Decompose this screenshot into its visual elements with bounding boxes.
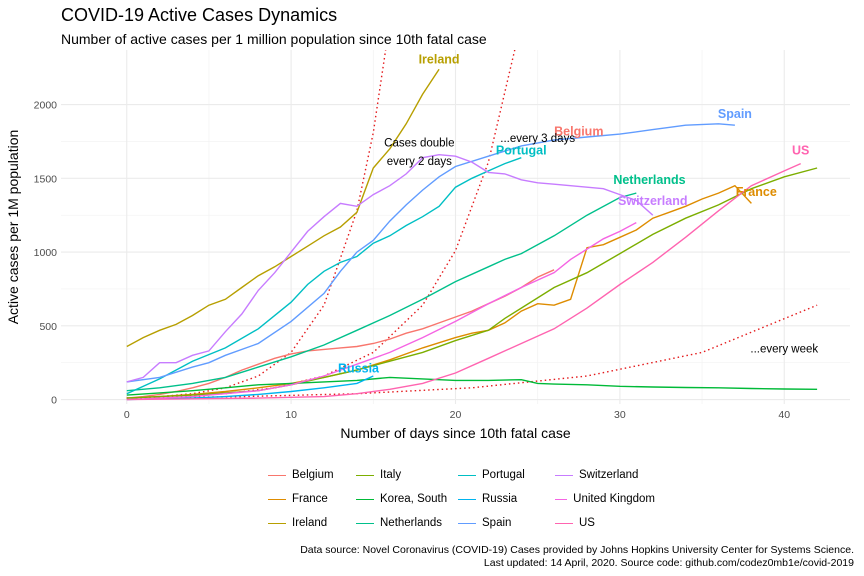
legend-label: France [292, 493, 328, 505]
series-label-russia: Russia [338, 361, 380, 375]
x-tick-label: 20 [450, 409, 462, 421]
annotation-text: every 2 days [387, 156, 452, 168]
x-tick-label: 10 [285, 409, 297, 421]
legend-key [268, 522, 286, 524]
x-tick-label: 40 [778, 409, 790, 421]
legend-item: Belgium [268, 465, 356, 485]
annotation-text: ...every week [750, 343, 818, 355]
legend-key [555, 498, 568, 500]
caption-line-1: Data source: Novel Coronavirus (COVID-19… [300, 544, 854, 556]
legend-label: Spain [482, 517, 512, 529]
legend-item: France [268, 489, 356, 509]
series-line-ireland [126, 68, 440, 348]
y-tick-label: 1500 [34, 173, 58, 185]
reference-line-every-3-days [126, 50, 516, 399]
y-tick-label: 2000 [34, 100, 58, 112]
series-label-belgium: Belgium [554, 125, 603, 139]
reference-lines [126, 50, 818, 399]
series-label-portugal: Portugal [496, 144, 547, 158]
series-label-netherlands: Netherlands [613, 173, 685, 187]
series-label-us: US [792, 144, 809, 158]
legend-item: Portugal [458, 465, 555, 485]
legend-label: United Kingdom [573, 493, 655, 505]
legend-label: Italy [380, 469, 402, 481]
legend-item: Spain [458, 513, 555, 533]
legend-label: Portugal [482, 469, 525, 481]
x-tick-label: 30 [614, 409, 626, 421]
series-line-korea-south [126, 376, 818, 396]
legend-key [356, 474, 374, 476]
chart-subtitle: Number of active cases per 1 million pop… [61, 31, 487, 47]
series-line-netherlands [126, 192, 637, 392]
x-axis-label: Number of days since 10th fatal case [340, 425, 571, 441]
legend-label: Belgium [292, 469, 334, 481]
annotations: Cases double every 2 days ...every 3 days.… [384, 133, 818, 355]
y-tick-label: 0 [51, 395, 57, 407]
legend-key [458, 522, 476, 524]
legend-label: Switzerland [579, 469, 639, 481]
series-line-portugal [126, 157, 522, 395]
reference-line-every-week [126, 304, 818, 399]
y-axis-label: Active cases per 1M population [5, 130, 21, 325]
annotation-text: ...every 3 days [500, 133, 575, 145]
legend-item: Ireland [268, 513, 356, 533]
legend-key [268, 474, 286, 476]
legend-key [356, 522, 374, 524]
legend-item: Switzerland [555, 465, 655, 485]
series-line-italy [126, 167, 818, 399]
legend-key [268, 498, 286, 500]
legend-item: United Kingdom [555, 489, 655, 509]
legend-key [458, 474, 476, 476]
axes: 0 10 20 30 40 0 500 1000 1500 2000 Number of days … [5, 100, 790, 441]
legend-label: Ireland [292, 517, 328, 529]
legend-item: Italy [356, 465, 458, 485]
series-labels: Belgium France Ireland Netherlands Portugal R… [338, 52, 809, 375]
chart-title: COVID-19 Active Cases Dynamics [61, 5, 338, 25]
caption-line-2: Last updated: 14 April, 2020. Source cod… [483, 557, 854, 569]
grid [61, 50, 850, 404]
series-line-switzerland [126, 153, 654, 383]
legend-item: US [555, 513, 655, 533]
series-label-spain: Spain [718, 107, 752, 121]
series-line-france [126, 184, 752, 399]
legend-key [555, 522, 573, 524]
legend-label: Russia [482, 493, 518, 505]
y-tick-label: 1000 [34, 247, 58, 259]
y-tick-label: 500 [39, 321, 57, 333]
legend: Belgium France Ireland Italy Korea, South Net… [268, 465, 655, 533]
series-line-united-kingdom [126, 221, 637, 401]
legend-label: Netherlands [380, 517, 443, 529]
series-label-france: France [736, 185, 777, 199]
x-tick-label: 0 [124, 409, 130, 421]
legend-label: US [579, 517, 595, 529]
legend-key [458, 498, 476, 500]
series-label-ireland: Ireland [419, 52, 460, 66]
legend-label: Korea, South [380, 493, 448, 505]
legend-key [356, 498, 374, 500]
series-lines [126, 68, 818, 401]
annotation-text: Cases double [384, 138, 454, 150]
series-line-us [126, 162, 801, 401]
legend-item: Korea, South [356, 489, 458, 509]
series-label-switzerland: Switzerland [618, 194, 687, 208]
series-line-spain [126, 123, 735, 383]
legend-item: Netherlands [356, 513, 458, 533]
legend-key [555, 474, 573, 476]
legend-item: Russia [458, 489, 555, 509]
